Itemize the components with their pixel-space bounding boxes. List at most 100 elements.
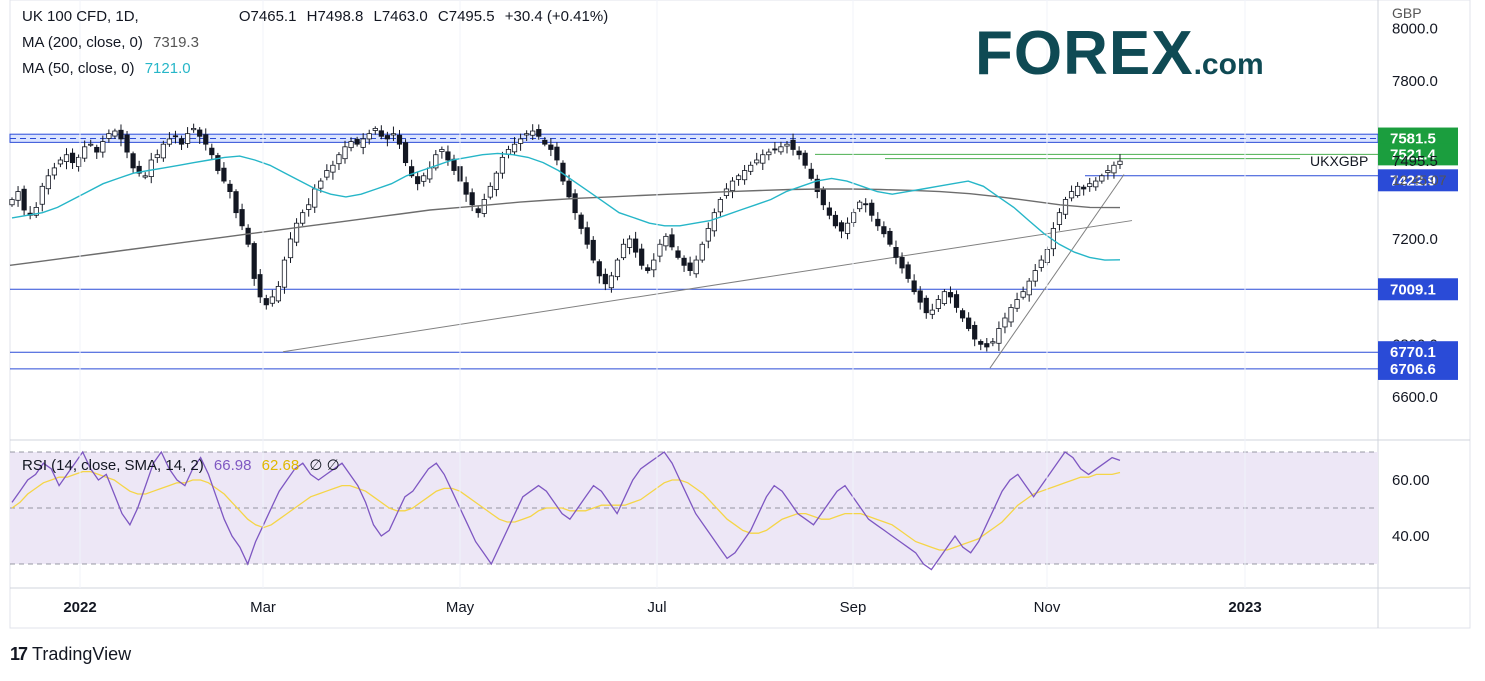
rsi-sma-value: 62.68: [261, 457, 300, 474]
candle: [221, 167, 227, 182]
candle: [1002, 317, 1008, 328]
candle: [802, 152, 808, 166]
candle: [263, 298, 269, 306]
candle: [790, 139, 796, 150]
candle: [209, 147, 215, 156]
candle: [348, 141, 354, 149]
candle: [251, 243, 257, 279]
countdown-label: 12:45:07: [1392, 172, 1447, 188]
candle: [39, 185, 45, 205]
candle: [857, 201, 863, 210]
candle: [699, 243, 705, 261]
candle: [112, 130, 118, 137]
candle: [863, 203, 869, 206]
candle: [729, 180, 736, 191]
candle: [645, 267, 651, 272]
ma200-label: MA (200, close, 0): [22, 34, 143, 51]
candle: [517, 138, 524, 144]
candle: [1099, 175, 1105, 182]
candle: [620, 243, 627, 259]
candle: [1008, 307, 1014, 323]
candle: [572, 193, 578, 214]
candle: [312, 188, 318, 208]
tradingview-name: TradingView: [32, 644, 132, 664]
candle: [300, 212, 306, 224]
price-tick-label: 8000.0: [1392, 20, 1438, 37]
candle: [893, 247, 899, 258]
change-value: +30.4 (+0.41%): [504, 8, 609, 25]
chart-header: UK 100 CFD, 1D, O7465.1 H7498.8 L7463.0 …: [22, 8, 614, 25]
candle: [33, 206, 39, 216]
candle: [826, 207, 832, 216]
candle: [396, 134, 403, 145]
candle: [566, 180, 572, 198]
candle: [481, 199, 487, 214]
rsi-value: 66.98: [213, 457, 252, 474]
rsi-line: [11, 450, 1121, 571]
candle: [148, 159, 154, 177]
candle: [590, 239, 596, 261]
high-value: H7498.8: [306, 8, 364, 25]
rsi-legend[interactable]: RSI (14, close, SMA, 14, 2) 66.98 62.68 …: [22, 456, 346, 474]
tradingview-branding[interactable]: 17 TradingView: [10, 644, 131, 665]
candle: [1081, 186, 1087, 190]
candle: [929, 309, 935, 315]
level-badge-label: 7009.1: [1390, 281, 1436, 298]
candle: [372, 127, 378, 131]
candle: [669, 234, 675, 248]
candle: [239, 209, 245, 227]
time-tick-label: 2022: [63, 599, 96, 616]
ma200-value: 7319.3: [153, 34, 199, 51]
candle: [705, 228, 711, 242]
candle: [330, 164, 336, 173]
candle: [578, 214, 584, 229]
candle: [742, 170, 748, 181]
candle: [487, 185, 493, 198]
candle: [984, 343, 990, 348]
candle: [378, 130, 384, 137]
candle: [875, 218, 881, 227]
candle: [69, 152, 76, 164]
candle: [166, 138, 173, 145]
ma200-legend[interactable]: MA (200, close, 0) 7319.3: [22, 34, 205, 51]
candle: [850, 212, 857, 223]
candle: [911, 280, 917, 293]
candle: [203, 134, 209, 145]
candle: [197, 129, 203, 137]
candle: [959, 310, 966, 319]
candle: [772, 148, 778, 151]
price-tick-label: 6600.0: [1392, 389, 1438, 406]
ma50-legend[interactable]: MA (50, close, 0) 7121.0: [22, 60, 197, 77]
candle: [608, 275, 615, 289]
candle: [639, 248, 645, 266]
candle: [390, 133, 397, 136]
candle: [154, 154, 160, 159]
candle: [778, 146, 784, 153]
open-value: O7465.1: [238, 8, 297, 25]
candle: [990, 341, 996, 344]
candle: [1093, 180, 1099, 188]
long-trendline: [282, 220, 1133, 353]
logo-suffix: .com: [1193, 48, 1264, 81]
symbol-label: UK 100 CFD, 1D,: [22, 8, 139, 25]
candle: [1068, 191, 1075, 199]
candle: [409, 166, 415, 177]
candle: [905, 264, 911, 279]
price-tick-label: 7800.0: [1392, 73, 1438, 90]
candle: [15, 191, 21, 201]
candle: [972, 324, 978, 340]
candle: [796, 150, 802, 156]
candle: [1075, 185, 1081, 196]
candle: [1032, 270, 1038, 282]
candle: [82, 146, 88, 159]
candle: [1117, 160, 1123, 165]
candle: [63, 154, 70, 162]
chart-frame: [9, 0, 1471, 629]
candle: [445, 151, 451, 161]
candle: [160, 143, 166, 159]
candle: [923, 297, 929, 314]
candle: [711, 212, 717, 232]
candle: [433, 154, 439, 169]
candle: [233, 191, 239, 214]
